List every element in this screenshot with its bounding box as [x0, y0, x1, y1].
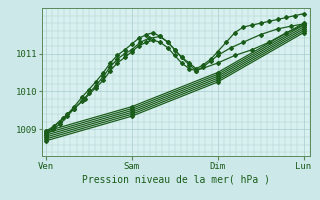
X-axis label: Pression niveau de la mer( hPa ): Pression niveau de la mer( hPa ) — [82, 175, 270, 185]
